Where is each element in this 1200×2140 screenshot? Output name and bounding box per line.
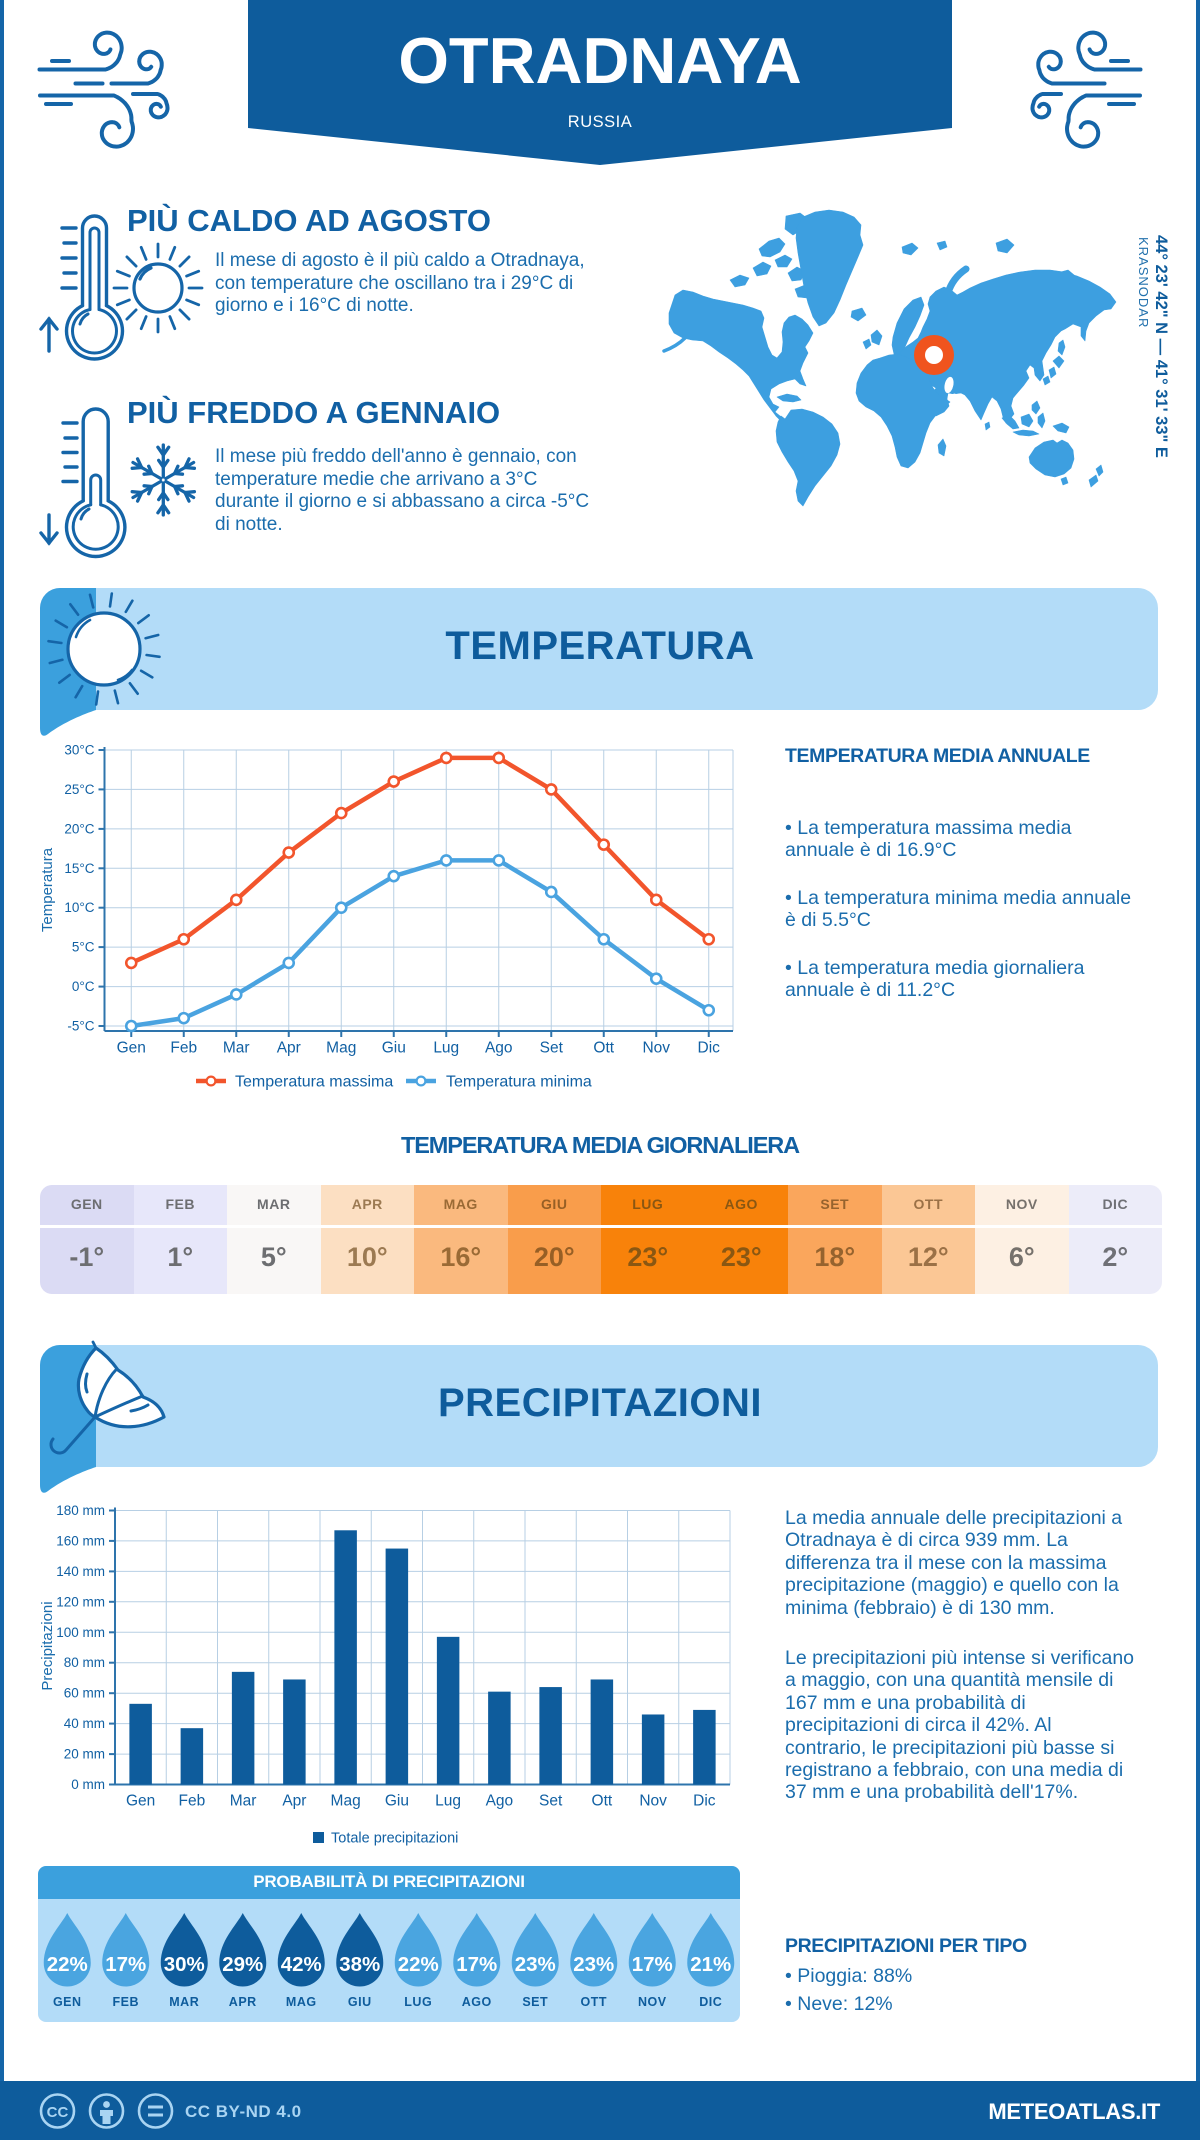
svg-text:Ago: Ago: [485, 1040, 513, 1057]
svg-text:23%: 23%: [515, 1953, 556, 1976]
svg-text:Gen: Gen: [126, 1793, 155, 1810]
svg-text:Mag: Mag: [326, 1040, 356, 1057]
svg-text:Giu: Giu: [385, 1793, 409, 1810]
svg-text:Set: Set: [540, 1040, 564, 1057]
svg-text:AGO: AGO: [462, 1995, 492, 2009]
svg-text:Ago: Ago: [486, 1793, 514, 1810]
svg-text:MAR: MAR: [169, 1995, 199, 2009]
svg-text:GIU: GIU: [348, 1995, 372, 2009]
svg-text:17%: 17%: [105, 1953, 146, 1976]
svg-text:Lug: Lug: [435, 1793, 461, 1810]
svg-text:30%: 30%: [164, 1953, 205, 1976]
svg-text:0 mm: 0 mm: [71, 1777, 105, 1792]
svg-text:25°C: 25°C: [64, 782, 94, 797]
svg-text:Mag: Mag: [331, 1793, 361, 1810]
svg-text:Mar: Mar: [230, 1793, 257, 1810]
svg-text:CC: CC: [47, 2104, 69, 2121]
svg-text:5°C: 5°C: [72, 940, 95, 955]
svg-text:CC BY-ND 4.0: CC BY-ND 4.0: [185, 2102, 302, 2121]
svg-text:60 mm: 60 mm: [64, 1686, 105, 1701]
svg-text:-5°C: -5°C: [67, 1019, 94, 1034]
svg-text:KRASNODAR: KRASNODAR: [1136, 237, 1151, 328]
svg-text:Gen: Gen: [117, 1040, 146, 1057]
svg-text:42%: 42%: [281, 1953, 322, 1976]
svg-text:Ott: Ott: [593, 1040, 614, 1057]
svg-text:Lug: Lug: [433, 1040, 459, 1057]
svg-text:80 mm: 80 mm: [64, 1655, 105, 1670]
svg-text:20°C: 20°C: [64, 821, 94, 836]
svg-text:120 mm: 120 mm: [56, 1594, 105, 1609]
svg-text:LUG: LUG: [404, 1995, 432, 2009]
svg-text:21%: 21%: [690, 1953, 731, 1976]
svg-text:DIC: DIC: [699, 1995, 722, 2009]
svg-text:22%: 22%: [398, 1953, 439, 1976]
svg-text:Giu: Giu: [382, 1040, 406, 1057]
svg-text:FEB: FEB: [113, 1995, 140, 2009]
svg-text:Precipitazioni: Precipitazioni: [39, 1601, 56, 1690]
svg-text:MAG: MAG: [286, 1995, 317, 2009]
svg-text:23%: 23%: [573, 1953, 614, 1976]
svg-text:Apr: Apr: [282, 1793, 306, 1810]
svg-text:Mar: Mar: [223, 1040, 250, 1057]
svg-text:40 mm: 40 mm: [64, 1716, 105, 1731]
svg-text:17%: 17%: [632, 1953, 673, 1976]
svg-text:Temperatura minima: Temperatura minima: [446, 1074, 592, 1091]
svg-text:29%: 29%: [222, 1953, 263, 1976]
svg-text:Temperatura: Temperatura: [39, 847, 56, 932]
svg-text:GEN: GEN: [53, 1995, 82, 2009]
svg-text:140 mm: 140 mm: [56, 1564, 105, 1579]
svg-text:Feb: Feb: [170, 1040, 197, 1057]
svg-text:APR: APR: [229, 1995, 257, 2009]
svg-text:NOV: NOV: [638, 1995, 667, 2009]
svg-text:100 mm: 100 mm: [56, 1625, 105, 1640]
svg-text:Apr: Apr: [277, 1040, 301, 1057]
svg-text:Nov: Nov: [639, 1793, 667, 1810]
svg-text:30°C: 30°C: [64, 743, 94, 758]
svg-text:10°C: 10°C: [64, 900, 94, 915]
svg-text:Dic: Dic: [693, 1793, 716, 1810]
svg-text:20 mm: 20 mm: [64, 1747, 105, 1762]
svg-text:Totale precipitazioni: Totale precipitazioni: [331, 1831, 458, 1847]
svg-text:OTT: OTT: [581, 1995, 608, 2009]
svg-text:SET: SET: [522, 1995, 548, 2009]
svg-text:180 mm: 180 mm: [56, 1503, 105, 1518]
svg-text:0°C: 0°C: [72, 979, 95, 994]
svg-text:22%: 22%: [47, 1953, 88, 1976]
svg-text:Set: Set: [539, 1793, 563, 1810]
svg-text:38%: 38%: [339, 1953, 380, 1976]
svg-text:Feb: Feb: [179, 1793, 206, 1810]
svg-text:44° 23' 42" N — 41° 31' 33" E: 44° 23' 42" N — 41° 31' 33" E: [1152, 235, 1170, 458]
svg-text:Ott: Ott: [592, 1793, 613, 1810]
svg-text:Dic: Dic: [698, 1040, 721, 1057]
svg-text:17%: 17%: [456, 1953, 497, 1976]
svg-text:15°C: 15°C: [64, 861, 94, 876]
svg-text:METEOATLAS.IT: METEOATLAS.IT: [988, 2099, 1161, 2124]
svg-text:160 mm: 160 mm: [56, 1533, 105, 1548]
svg-text:Nov: Nov: [642, 1040, 670, 1057]
svg-text:Temperatura massima: Temperatura massima: [235, 1074, 393, 1091]
